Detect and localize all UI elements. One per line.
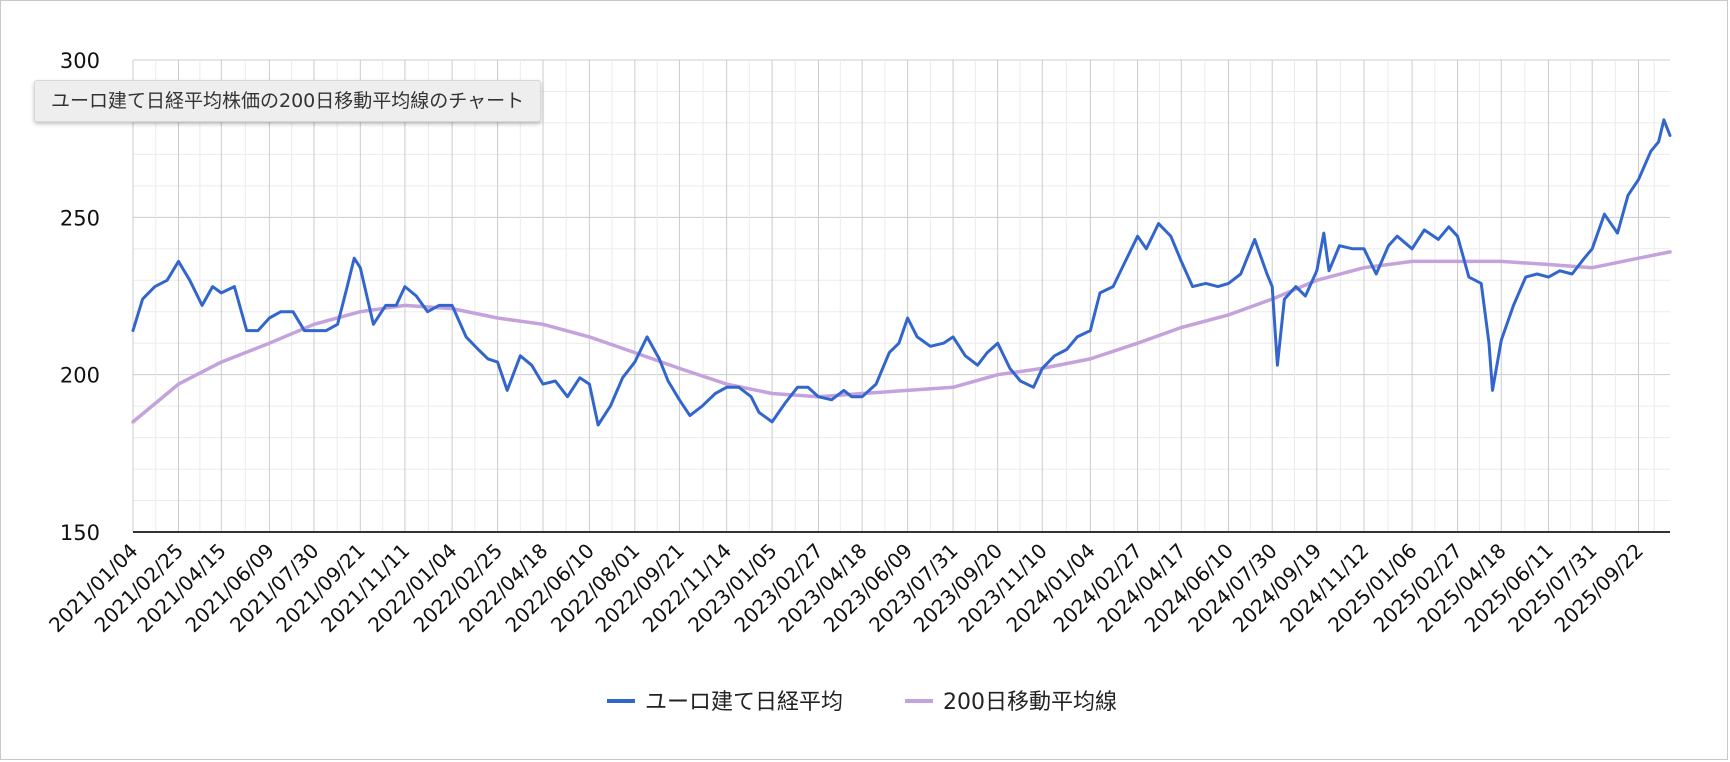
legend-item-200d-ma[interactable]: 200日移動平均線 xyxy=(905,690,1117,715)
x-axis-ticks: 2021/01/042021/02/252021/04/152021/06/09… xyxy=(44,539,1648,637)
y-tick-label: 200 xyxy=(60,364,100,388)
gridlines xyxy=(132,59,1670,532)
series-line-nikkei-eur xyxy=(131,118,1672,427)
legend-item-nikkei-eur[interactable]: ユーロ建て日経平均 xyxy=(607,690,843,715)
y-axis-ticks: 150 200 250 300 xyxy=(60,49,100,545)
y-tick-label: 250 xyxy=(60,206,100,230)
y-tick-label: 150 xyxy=(60,521,100,545)
chart-title-tooltip: ユーロ建て日経平均株価の200日移動平均線のチャート xyxy=(34,80,542,122)
series-line-200d-ma xyxy=(131,250,1672,424)
series-lines xyxy=(131,118,1672,427)
legend-label: 200日移動平均線 xyxy=(943,690,1117,715)
legend[interactable]: ユーロ建て日経平均 200日移動平均線 xyxy=(607,690,1117,715)
y-tick-label: 300 xyxy=(60,49,100,73)
legend-label: ユーロ建て日経平均 xyxy=(645,690,843,715)
